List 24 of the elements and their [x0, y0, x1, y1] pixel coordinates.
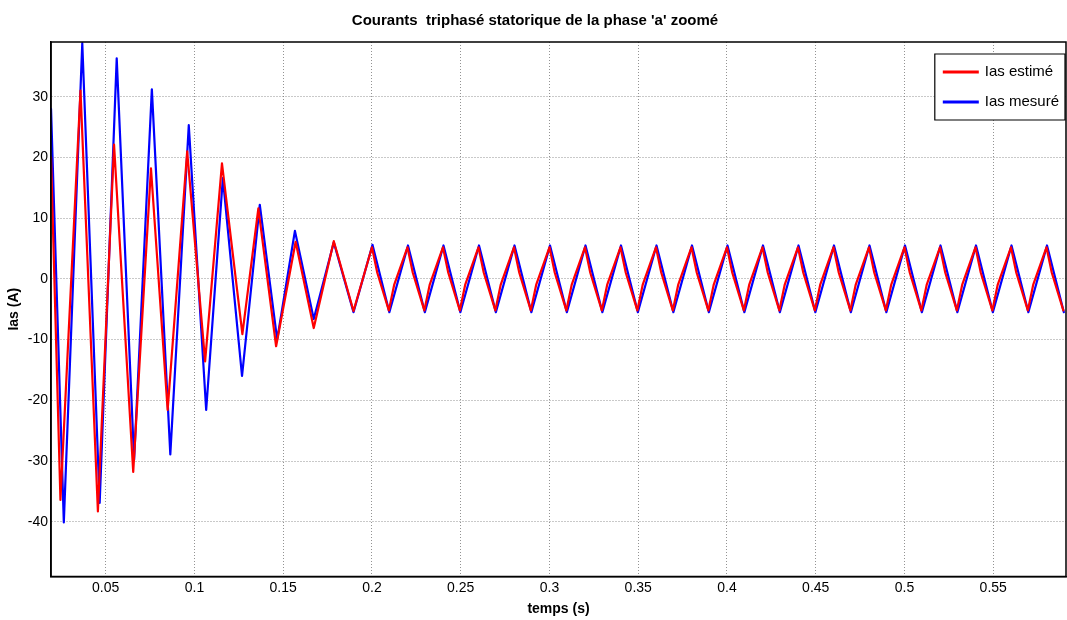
y-tick-label: -30	[27, 451, 49, 468]
y-tick-label: 30	[32, 87, 49, 104]
x-tick-label: 0.2	[362, 578, 382, 595]
x-tick-label: 0.05	[92, 578, 120, 595]
x-tick-label: 0.45	[802, 578, 830, 595]
x-tick-label: 0.15	[269, 578, 298, 595]
y-tick-label: 10	[32, 208, 49, 225]
y-tick-label: -40	[27, 512, 49, 529]
chart-title: Courants triphasé statorique de la phase 'a' zoomé	[351, 11, 719, 29]
legend-label: Ias mesuré	[984, 92, 1060, 110]
y-tick-label: 20	[32, 148, 49, 165]
y-tick-label: -20	[27, 391, 49, 408]
x-tick-label: 0.35	[624, 578, 653, 595]
x-tick-label: 0.3	[539, 578, 560, 595]
x-tick-label: 0.25	[447, 578, 475, 595]
x-tick-label: 0.4	[717, 578, 737, 595]
x-tick-label: 0.55	[979, 578, 1008, 595]
y-tick-label: -10	[27, 330, 49, 347]
y-axis-title: Ias (A)	[5, 287, 22, 331]
legend-label: Ias estimé	[984, 62, 1054, 80]
x-axis-title: temps (s)	[527, 600, 590, 617]
x-tick-label: 0.5	[894, 578, 915, 595]
x-tick-label: 0.1	[184, 578, 205, 595]
y-tick-label: 0	[40, 269, 49, 286]
